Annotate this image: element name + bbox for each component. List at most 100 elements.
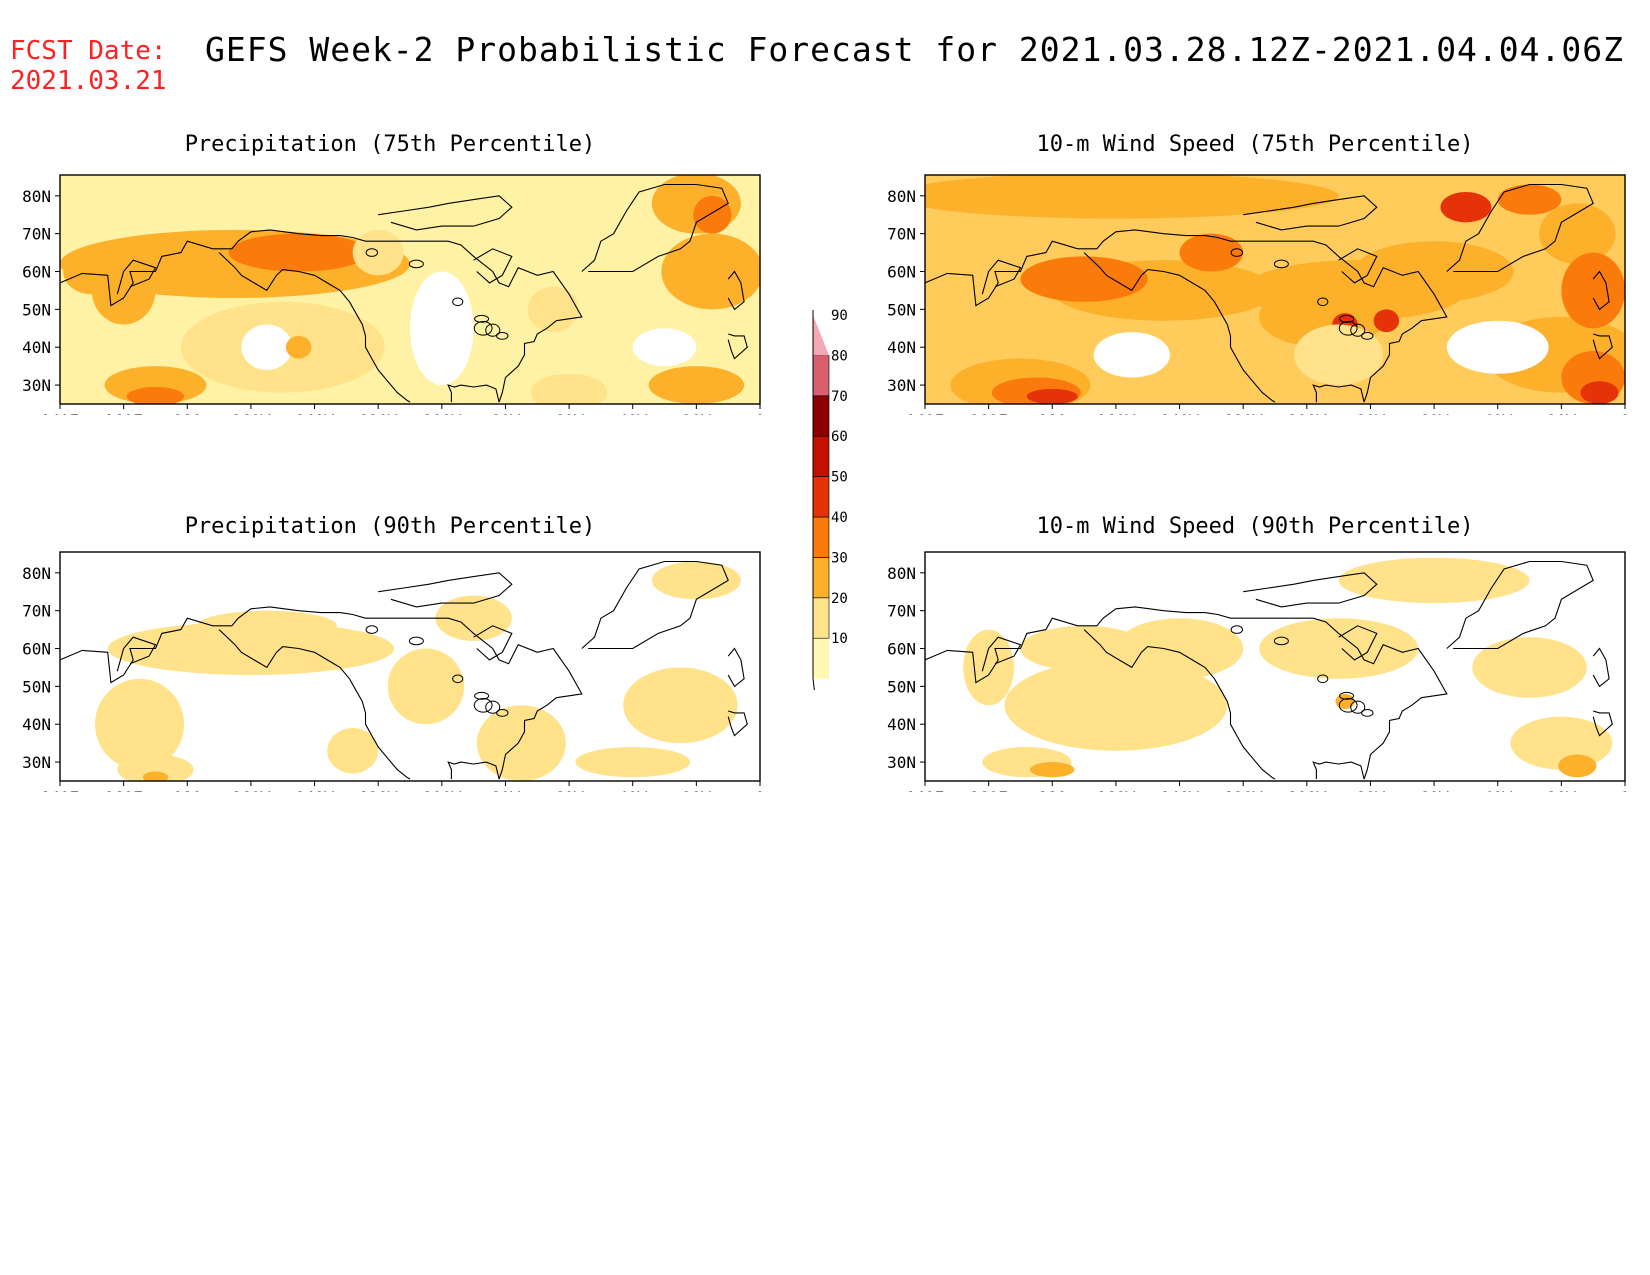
lat-tick-label: 40N bbox=[22, 715, 51, 734]
probability-contour-patch bbox=[1440, 192, 1492, 223]
coastline bbox=[1338, 625, 1378, 661]
probability-contour-patch bbox=[632, 328, 697, 367]
coastline bbox=[981, 259, 1022, 295]
colorbar-segment bbox=[812, 355, 830, 397]
probability-contour-patch bbox=[63, 248, 121, 295]
probability-contour-patch bbox=[1497, 184, 1562, 215]
coastline bbox=[727, 270, 745, 311]
probability-contour-patch bbox=[693, 195, 732, 234]
lon-tick-label: 160W bbox=[232, 411, 271, 415]
lon-tick-label: 120W bbox=[359, 788, 398, 792]
lat-tick-label: 80N bbox=[22, 187, 51, 206]
probability-contour-patch bbox=[117, 754, 194, 781]
probability-contour-patch bbox=[126, 386, 185, 404]
colorbar-level-label: 60 bbox=[831, 429, 848, 445]
lon-tick-label: 140W bbox=[295, 411, 334, 415]
fcst-date-value: 2021.03.21 bbox=[10, 66, 167, 96]
panel-title-wind-90: 10-m Wind Speed (90th Percentile) bbox=[1036, 514, 1474, 539]
lon-tick-label: 40W bbox=[618, 788, 647, 792]
lake-outline bbox=[1350, 700, 1366, 714]
colorbar-bottom-tail bbox=[812, 678, 819, 721]
panel-title-precip-90: Precipitation (90th Percentile) bbox=[184, 514, 596, 539]
probability-contour-patch bbox=[651, 561, 741, 600]
lon-tick-label: 40W bbox=[618, 411, 647, 415]
probability-contour-patch bbox=[1115, 618, 1244, 679]
colorbar-level-label: 90 bbox=[831, 308, 848, 324]
lon-tick-label: 160E bbox=[104, 788, 143, 792]
map-frame bbox=[59, 174, 761, 405]
coastline bbox=[1083, 629, 1276, 780]
probability-contour-patch bbox=[107, 622, 395, 676]
coastline bbox=[1083, 252, 1276, 403]
lake-outline bbox=[1350, 323, 1366, 337]
coastline bbox=[1592, 710, 1613, 737]
probability-contour-patch bbox=[1093, 332, 1170, 378]
colorbar-level-label: 20 bbox=[831, 591, 848, 607]
coastline bbox=[378, 572, 513, 608]
coastline bbox=[727, 647, 745, 688]
lat-tick-label: 30N bbox=[22, 376, 51, 395]
lat-tick-label: 60N bbox=[887, 640, 916, 659]
probability-contour-patch bbox=[1446, 320, 1549, 374]
lake-outline bbox=[1317, 297, 1329, 307]
coastline bbox=[981, 636, 1022, 672]
probability-contour-patch bbox=[963, 629, 1015, 706]
probability-contour-patch bbox=[623, 667, 738, 744]
probability-contour-patch bbox=[1259, 618, 1419, 679]
fcst-date-label: FCST Date: bbox=[10, 36, 167, 66]
lon-tick-label: 100W bbox=[1288, 411, 1327, 415]
lake-outline bbox=[474, 314, 490, 323]
colorbar-legend: 10 20 30 40 50 60 70 80 90 bbox=[800, 270, 860, 721]
probability-contour-patch bbox=[1004, 659, 1228, 751]
lon-tick-label: 100W bbox=[1288, 788, 1327, 792]
lon-tick-label: 140W bbox=[1160, 788, 1199, 792]
colorbar-level-label: 40 bbox=[831, 510, 848, 526]
coastline bbox=[1592, 647, 1610, 688]
lat-tick-label: 70N bbox=[22, 602, 51, 621]
map-frame bbox=[59, 551, 761, 782]
lake-outline bbox=[1317, 674, 1329, 684]
probability-contour-patch bbox=[1472, 637, 1587, 698]
lon-tick-label: 140E bbox=[906, 788, 945, 792]
probability-contour-patch bbox=[142, 771, 169, 781]
probability-contour-patch bbox=[1335, 693, 1355, 710]
coastline bbox=[447, 384, 500, 403]
probability-contour-patch bbox=[1294, 324, 1384, 386]
lon-tick-label: 60W bbox=[1420, 411, 1449, 415]
lon-tick-label: 160W bbox=[1097, 411, 1136, 415]
colorbar-segment bbox=[812, 597, 830, 639]
lon-tick-label: 20W bbox=[1547, 788, 1576, 792]
map-wind-90: 140E 160E 180 160W 140W 120W 100W 80W 60W 40W 20W 0… bbox=[865, 547, 1650, 792]
lake-outline bbox=[485, 700, 501, 714]
probability-contour-patch bbox=[1030, 762, 1075, 778]
lake-outline bbox=[474, 691, 490, 700]
probability-contour-patch bbox=[527, 286, 579, 333]
colorbar-segment bbox=[812, 395, 830, 437]
map-precip-75: 140E 160E 180 160W 140W 120W 100W 80W 60W 40W 20W 0… bbox=[0, 170, 790, 415]
colorbar-level-label: 30 bbox=[831, 550, 848, 566]
lake-outline bbox=[1339, 691, 1355, 700]
coastline bbox=[1446, 560, 1594, 650]
lake-outline bbox=[485, 323, 501, 337]
lon-tick-label: 160E bbox=[969, 788, 1008, 792]
lon-tick-label: 40W bbox=[1483, 788, 1512, 792]
coastline bbox=[447, 761, 500, 780]
coastline bbox=[218, 629, 411, 780]
lat-tick-label: 50N bbox=[887, 300, 916, 319]
map-wind-75: 140E 160E 180 160W 140W 120W 100W 80W 60W 40W 20W 0… bbox=[865, 170, 1650, 415]
lon-tick-label: 0 bbox=[1620, 411, 1630, 415]
probability-contour-patch bbox=[285, 335, 312, 359]
lake-outline bbox=[1273, 636, 1289, 646]
lat-tick-label: 70N bbox=[887, 225, 916, 244]
lon-tick-label: 0 bbox=[1620, 788, 1630, 792]
lake-outline bbox=[1338, 697, 1358, 713]
lake-outline bbox=[473, 697, 493, 713]
panel-title-wind-75: 10-m Wind Speed (75th Percentile) bbox=[1036, 132, 1474, 157]
lon-tick-label: 120W bbox=[359, 411, 398, 415]
probability-contour-patch bbox=[1020, 256, 1148, 302]
lon-tick-label: 180 bbox=[173, 411, 202, 415]
probability-contour-patch bbox=[196, 610, 337, 641]
probability-contour-patch bbox=[241, 324, 293, 370]
coastline bbox=[1592, 333, 1613, 360]
lon-tick-label: 0 bbox=[755, 788, 765, 792]
